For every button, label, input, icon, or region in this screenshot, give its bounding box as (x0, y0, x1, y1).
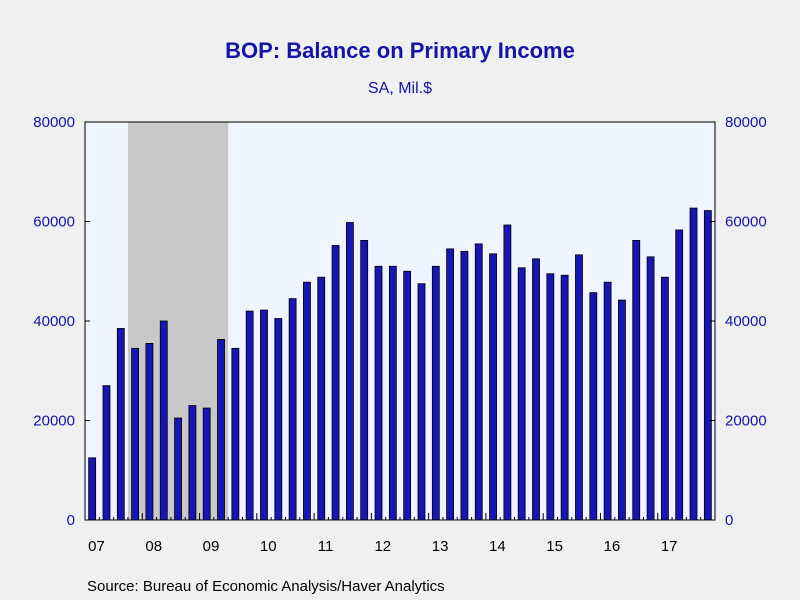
bar (417, 283, 426, 521)
bar (474, 243, 483, 521)
bar (188, 405, 197, 521)
bar (517, 267, 526, 521)
x-tick-label: 16 (604, 538, 621, 555)
bar (174, 417, 182, 521)
bar (159, 320, 168, 521)
bar (503, 224, 512, 521)
y-tick-label-right: 20000 (725, 413, 767, 430)
y-tick-label-left: 40000 (33, 313, 75, 330)
y-tick-label-right: 40000 (725, 313, 767, 330)
ticks-layer (84, 121, 716, 521)
bar (88, 457, 97, 521)
bar (345, 222, 354, 521)
bar (331, 244, 340, 521)
x-tick-label: 11 (318, 538, 334, 555)
bar (589, 292, 598, 521)
x-tick-label: 12 (374, 538, 391, 555)
x-tick-label: 14 (489, 538, 506, 555)
bar (303, 281, 311, 521)
y-tick-label-left: 80000 (33, 114, 75, 131)
x-tick-label: 08 (145, 538, 162, 555)
x-tick-label: 10 (260, 538, 277, 555)
bar (388, 265, 397, 521)
bar (546, 273, 555, 521)
bar (632, 239, 641, 521)
bar (532, 258, 540, 521)
y-tick-label-left: 60000 (33, 214, 75, 231)
y-tick-label-left: 0 (67, 512, 75, 529)
bar (217, 339, 225, 521)
bar (231, 347, 240, 521)
bar (260, 309, 268, 521)
bar (102, 385, 111, 521)
y-tick-label-right: 60000 (725, 214, 767, 231)
bar (660, 276, 669, 521)
bar (703, 210, 712, 521)
bar (675, 229, 684, 521)
bar (317, 276, 326, 521)
bar (374, 265, 383, 521)
bar (202, 407, 211, 521)
x-tick-label: 09 (203, 538, 220, 555)
bar (575, 254, 583, 521)
bar (360, 239, 369, 521)
chart-subtitle: SA, Mil.$ (367, 80, 432, 97)
y-tick-label-left: 20000 (33, 413, 75, 430)
y-tick-label-right: 80000 (725, 114, 767, 131)
bar (116, 328, 125, 521)
x-tick-label: 13 (432, 538, 449, 555)
source-note: Source: Bureau of Economic Analysis/Have… (87, 578, 445, 595)
bar (274, 318, 283, 521)
bar (646, 256, 655, 521)
bars-layer (88, 207, 712, 521)
chart-title: BOP: Balance on Primary Income (225, 38, 575, 63)
bar (403, 270, 412, 521)
bar (131, 347, 140, 521)
bar (560, 274, 569, 521)
bar (245, 310, 254, 521)
y-tick-label-right: 0 (725, 512, 733, 529)
bar (431, 265, 440, 521)
labels-layer: 0 0 20000 20000 40000 40000 60000 60000 80000 800… (33, 114, 766, 555)
bar (603, 281, 612, 521)
bar (618, 299, 626, 521)
bar (689, 207, 698, 521)
x-tick-label: 15 (546, 538, 563, 555)
bar (460, 250, 469, 521)
x-tick-label: 07 (88, 538, 105, 555)
bar (446, 248, 455, 521)
bar (489, 253, 497, 521)
bar (288, 298, 297, 521)
bar (145, 342, 154, 521)
x-tick-label: 17 (661, 538, 678, 555)
